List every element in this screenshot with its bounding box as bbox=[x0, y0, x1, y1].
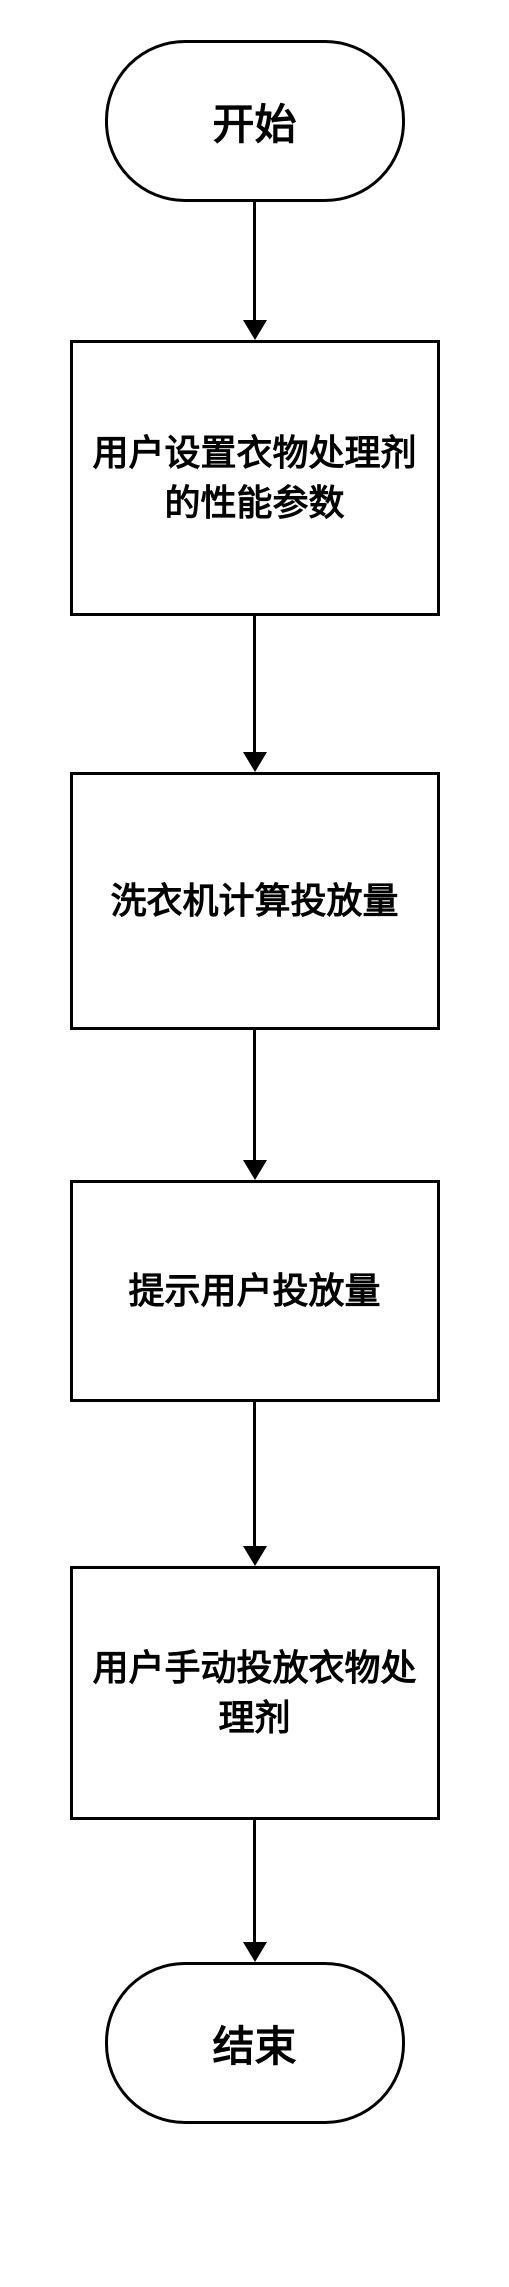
arrow-5 bbox=[243, 1820, 267, 1962]
arrow-4 bbox=[243, 1402, 267, 1566]
step3-node: 提示用户投放量 bbox=[70, 1180, 440, 1402]
arrow-3 bbox=[243, 1030, 267, 1180]
start-node: 开始 bbox=[105, 40, 405, 202]
arrow-2 bbox=[243, 616, 267, 772]
flowchart: 开始 用户设置衣物处理剂的性能参数 洗衣机计算投放量 提示用户投放量 用户手动投… bbox=[70, 40, 440, 2287]
step4-node: 用户手动投放衣物处理剂 bbox=[70, 1566, 440, 1820]
arrow-1 bbox=[243, 202, 267, 340]
step1-node: 用户设置衣物处理剂的性能参数 bbox=[70, 340, 440, 616]
end-node: 结束 bbox=[105, 1962, 405, 2124]
step2-node: 洗衣机计算投放量 bbox=[70, 772, 440, 1030]
